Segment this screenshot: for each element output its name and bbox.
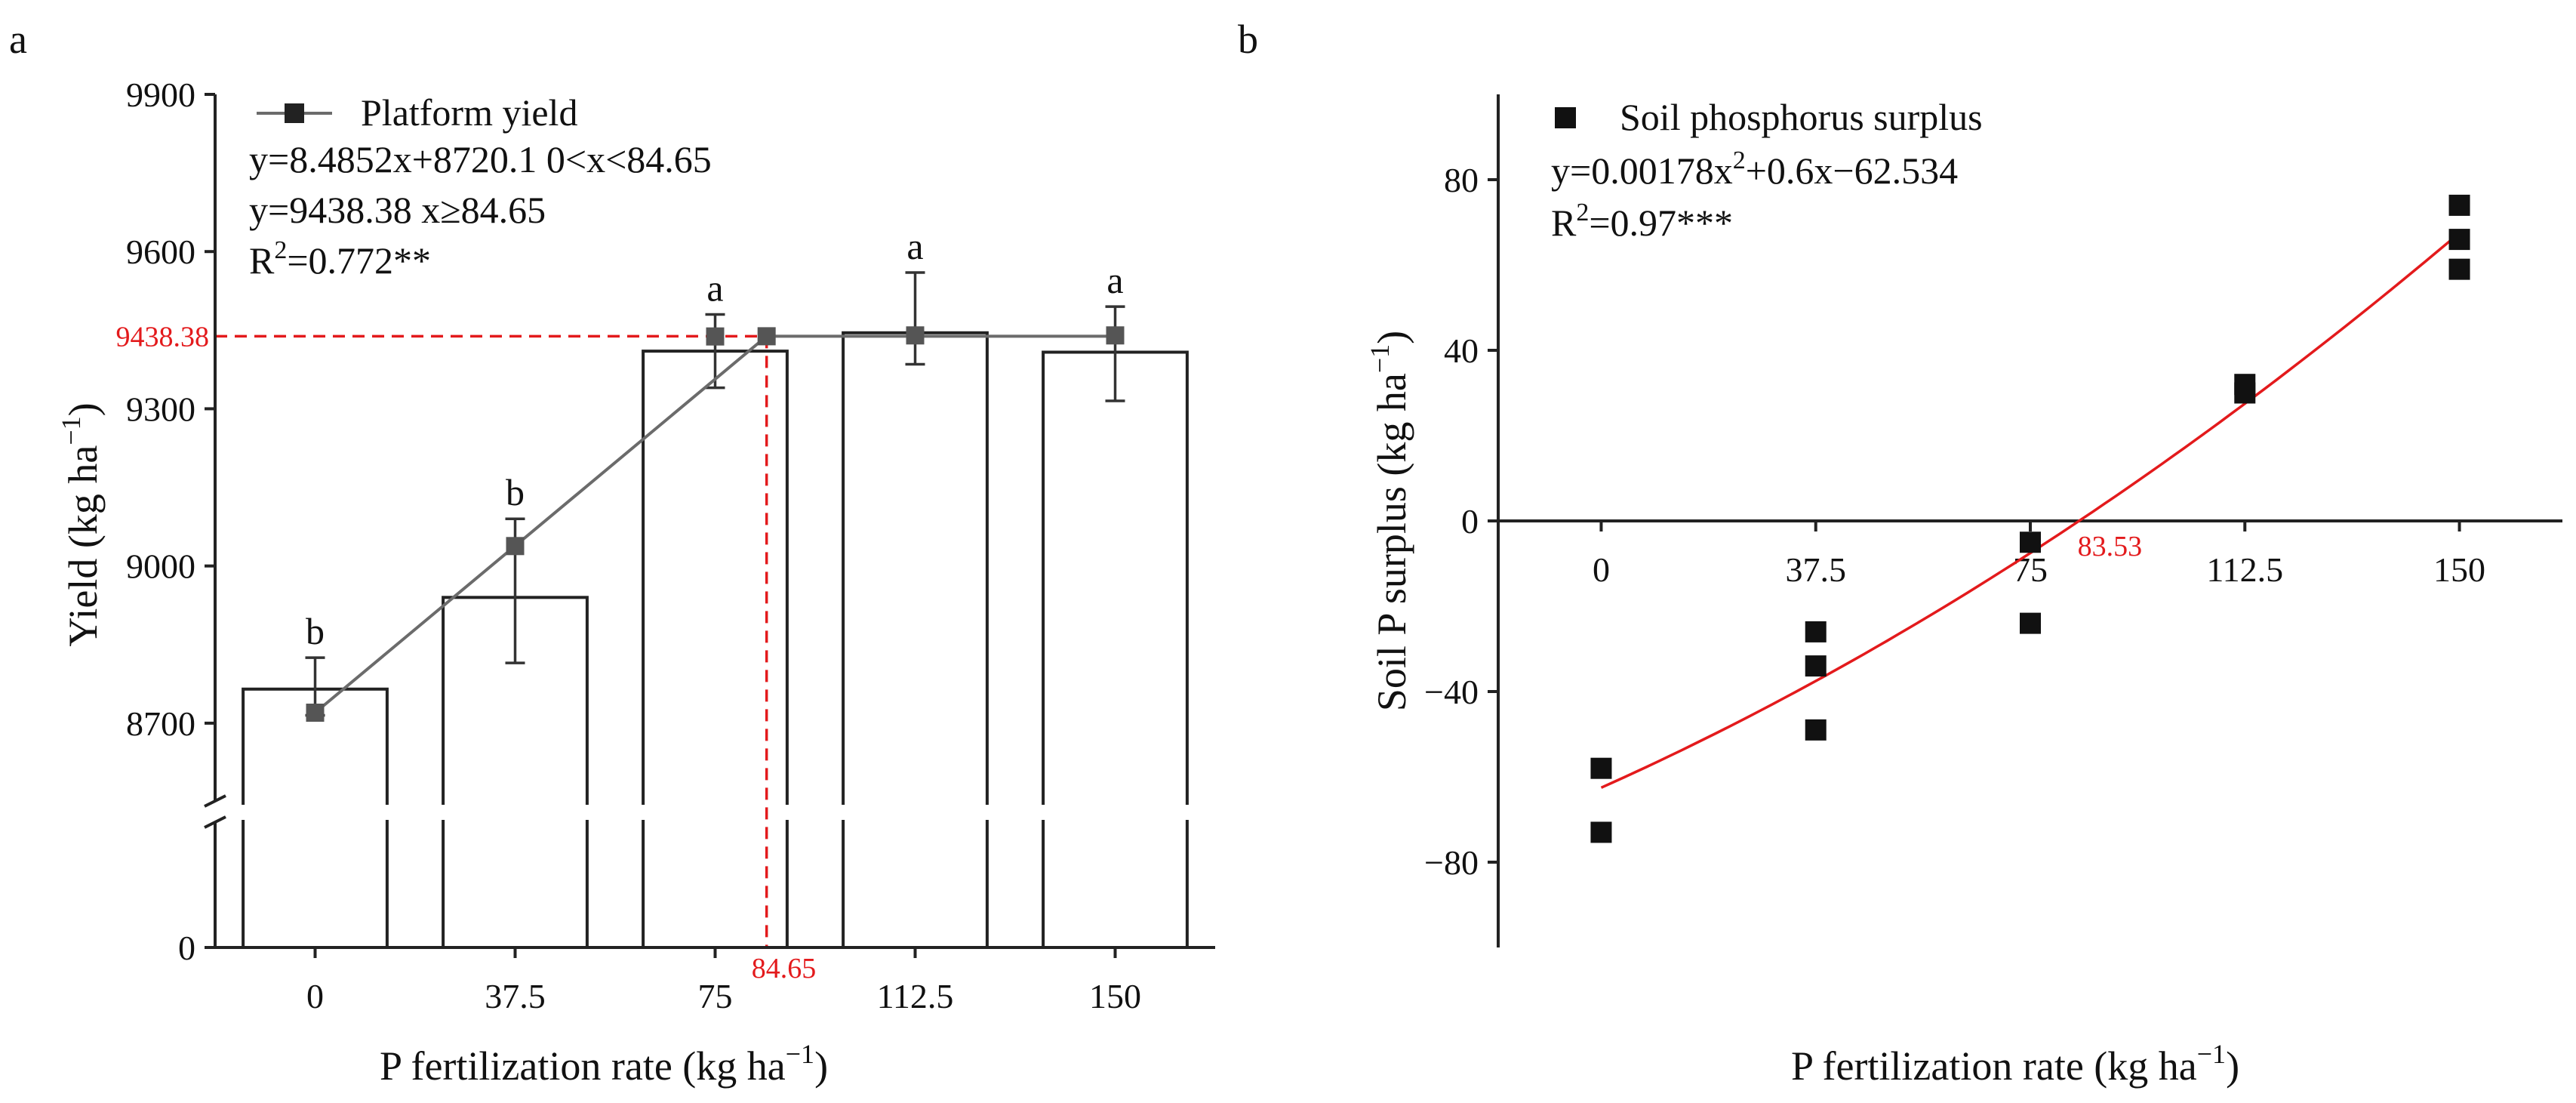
x-tick-label: 112.5 <box>877 977 954 1015</box>
scatter-point <box>2448 229 2470 251</box>
x-tick-label: 0 <box>306 977 324 1015</box>
x-tick-label: 112.5 <box>2206 550 2283 589</box>
equation-b-pre: y=0.00178x <box>1551 149 1733 192</box>
y-axis-title-a: Yield (kg ha−1) <box>56 402 106 646</box>
y-tick-label: 9000 <box>126 547 195 586</box>
significance-letter: b <box>306 610 325 652</box>
scatter-point <box>1805 655 1827 677</box>
equation-b-post: +0.6x−62.534 <box>1746 149 1958 192</box>
x-title-a-sup: −1 <box>786 1039 814 1069</box>
legend-square-marker <box>285 103 304 123</box>
r2-a: R2=0.772** <box>249 236 431 282</box>
equation-a-2: y=9438.38 x≥84.65 <box>249 189 546 231</box>
x-title-b-close: ) <box>2226 1043 2239 1089</box>
bar-break-gap <box>441 805 589 820</box>
x-title-a-text: P fertilization rate (kg ha <box>380 1043 786 1089</box>
y-title-a-sup: −1 <box>56 416 86 445</box>
x-tick-label: 75 <box>698 977 733 1015</box>
bar-150 <box>1042 350 1189 949</box>
data-point <box>706 327 725 346</box>
scatter-point <box>1805 621 1827 642</box>
breakpoint-y-label: 9438.38 <box>116 321 210 353</box>
legend-a-text: Platform yield <box>361 91 577 134</box>
r2-a-sup: 2 <box>274 236 287 264</box>
panel-label-b: b <box>1238 17 1258 62</box>
bar-75 <box>642 350 789 949</box>
scatter-point <box>2234 382 2256 404</box>
panel-b-chart: −80 −40 0 40 80 0 37.5 75 112.5 150 83.53 <box>1424 94 2562 947</box>
scatter-point <box>2448 258 2470 280</box>
data-point <box>306 704 325 722</box>
zero-crossing-label: 83.53 <box>2078 531 2143 562</box>
significance-letter: b <box>506 471 525 513</box>
scatter-point <box>1805 719 1827 741</box>
scatter-point <box>2020 531 2041 553</box>
equation-b: y=0.00178x2+0.6x−62.534 <box>1551 146 1958 192</box>
bar-break-gap <box>241 805 389 820</box>
quadratic-fit-curve <box>1600 232 2461 789</box>
breakpoint-x-label: 84.65 <box>752 953 817 984</box>
scatter-point <box>1590 757 1612 779</box>
y-tick-label: 9600 <box>126 233 195 271</box>
panel-label-a: a <box>9 17 27 62</box>
data-point <box>906 326 925 345</box>
x-tick-label: 150 <box>2433 550 2485 589</box>
equation-a-1: y=8.4852x+8720.1 0<x<84.65 <box>249 138 712 180</box>
x-title-b-sup: −1 <box>2197 1039 2226 1069</box>
r2-b: R2=0.97*** <box>1551 199 1733 244</box>
x-title-a-close: ) <box>814 1043 828 1089</box>
y-tick-label: −80 <box>1424 843 1479 882</box>
r2-b-sup: 2 <box>1576 199 1589 226</box>
x-title-b-text: P fertilization rate (kg ha <box>1791 1043 2197 1089</box>
legend-b-square-marker <box>1555 107 1576 128</box>
x-tick-label: 37.5 <box>1785 550 1846 589</box>
r2-a-base: R <box>249 239 275 282</box>
legend-b: Soil phosphorus surplus <box>1555 96 1983 138</box>
bar-break-gap <box>841 805 989 820</box>
y-tick-label: 0 <box>178 929 195 967</box>
scatter-point <box>2448 194 2470 216</box>
bar-break-gap <box>641 805 789 820</box>
x-axis-title-a: P fertilization rate (kg ha−1) <box>380 1039 828 1089</box>
significance-letter: a <box>706 267 723 310</box>
y-tick-label: 9900 <box>126 75 195 114</box>
y-tick-label: 40 <box>1444 331 1479 370</box>
equation-b-sup: 2 <box>1733 146 1746 174</box>
breakpoint-point <box>757 327 776 346</box>
data-point <box>1106 326 1125 345</box>
bar-break-gap <box>1041 805 1190 820</box>
y-tick-label: 8700 <box>126 704 195 743</box>
significance-letter: a <box>906 225 923 267</box>
y-title-a-close: ) <box>60 402 106 416</box>
data-point <box>506 537 525 556</box>
r2-b-value: =0.97*** <box>1589 202 1733 244</box>
panel-a-chart: 9438.38 84.65 b b a a a 0 8700 9000 9300 9600 9900… <box>116 75 1215 1015</box>
x-tick-label: 150 <box>1089 977 1141 1015</box>
y-tick-label: 80 <box>1444 161 1479 199</box>
x-tick-label: 0 <box>1593 550 1610 589</box>
r2-a-value: =0.772** <box>287 239 431 282</box>
significance-letter: a <box>1106 259 1123 301</box>
y-tick-label: 9300 <box>126 390 195 428</box>
axis-break-mark <box>204 815 226 829</box>
y-title-b-text: Soil P surplus (kg ha <box>1369 373 1414 711</box>
scatter-point <box>2020 612 2041 634</box>
y-title-a-text: Yield (kg ha <box>60 445 106 647</box>
axis-break-mark <box>204 794 226 808</box>
y-tick-label: 0 <box>1461 502 1479 541</box>
y-tick-label: −40 <box>1424 673 1479 711</box>
y-title-b-close: ) <box>1369 331 1414 344</box>
legend-a: Platform yield <box>257 91 577 134</box>
x-tick-label: 75 <box>2013 550 2048 589</box>
y-title-b-sup: −1 <box>1365 344 1395 373</box>
r2-b-base: R <box>1551 202 1577 244</box>
legend-b-text: Soil phosphorus surplus <box>1620 96 1983 138</box>
scatter-point <box>1590 821 1612 843</box>
y-axis-title-b: Soil P surplus (kg ha−1) <box>1365 331 1414 711</box>
x-tick-label: 37.5 <box>485 977 546 1015</box>
bar-112.5 <box>842 331 989 949</box>
x-axis-title-b: P fertilization rate (kg ha−1) <box>1791 1039 2239 1089</box>
